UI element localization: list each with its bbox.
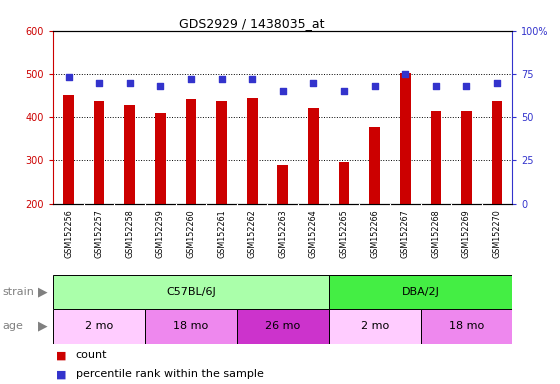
Bar: [421, 309, 512, 344]
Text: GSM152260: GSM152260: [186, 209, 195, 258]
Text: GDS2929 / 1438035_at: GDS2929 / 1438035_at: [179, 17, 325, 30]
Text: GSM152256: GSM152256: [64, 209, 73, 258]
Bar: [155, 113, 166, 204]
Bar: [339, 162, 349, 204]
Text: GSM152262: GSM152262: [248, 209, 256, 258]
Text: 2 mo: 2 mo: [85, 321, 113, 331]
Bar: [400, 73, 410, 204]
Point: [217, 76, 226, 82]
Point: [186, 76, 195, 82]
Text: 2 mo: 2 mo: [361, 321, 389, 331]
Point: [248, 76, 256, 82]
Text: count: count: [76, 350, 107, 360]
Bar: [431, 111, 441, 204]
Bar: [369, 127, 380, 204]
Point: [462, 83, 471, 89]
Text: GSM152265: GSM152265: [339, 209, 348, 258]
Bar: [63, 94, 74, 204]
Text: GSM152263: GSM152263: [278, 209, 287, 258]
Point: [309, 79, 318, 86]
Text: GSM152264: GSM152264: [309, 209, 318, 258]
Text: GSM152269: GSM152269: [462, 209, 471, 258]
Text: GSM152270: GSM152270: [493, 209, 502, 258]
Text: GSM152266: GSM152266: [370, 209, 379, 258]
Text: 18 mo: 18 mo: [174, 321, 208, 331]
Bar: [277, 165, 288, 204]
Bar: [185, 99, 197, 204]
Text: ■: ■: [56, 350, 67, 360]
Text: 26 mo: 26 mo: [265, 321, 300, 331]
Point: [431, 83, 440, 89]
Text: GSM152261: GSM152261: [217, 209, 226, 258]
Text: GSM152268: GSM152268: [431, 209, 440, 258]
Text: ▶: ▶: [38, 320, 48, 333]
Bar: [492, 101, 502, 204]
Point: [125, 79, 134, 86]
Bar: [145, 309, 237, 344]
Text: ■: ■: [56, 369, 67, 379]
Bar: [329, 275, 512, 309]
Text: DBA/2J: DBA/2J: [402, 287, 440, 297]
Bar: [247, 98, 258, 204]
Text: GSM152267: GSM152267: [401, 209, 410, 258]
Bar: [216, 101, 227, 204]
Bar: [461, 111, 472, 204]
Bar: [237, 309, 329, 344]
Bar: [53, 275, 329, 309]
Point: [156, 83, 165, 89]
Text: strain: strain: [3, 287, 35, 297]
Bar: [124, 105, 135, 204]
Point: [370, 83, 379, 89]
Text: ▶: ▶: [38, 285, 48, 298]
Point: [493, 79, 502, 86]
Text: age: age: [3, 321, 24, 331]
Bar: [308, 108, 319, 204]
Bar: [94, 101, 105, 204]
Text: GSM152258: GSM152258: [125, 209, 134, 258]
Bar: [53, 309, 145, 344]
Point: [339, 88, 348, 94]
Point: [95, 79, 104, 86]
Point: [278, 88, 287, 94]
Point: [64, 74, 73, 81]
Text: 18 mo: 18 mo: [449, 321, 484, 331]
Text: GSM152259: GSM152259: [156, 209, 165, 258]
Point: [401, 71, 410, 77]
Bar: [329, 309, 421, 344]
Text: C57BL/6J: C57BL/6J: [166, 287, 216, 297]
Text: percentile rank within the sample: percentile rank within the sample: [76, 369, 263, 379]
Text: GSM152257: GSM152257: [95, 209, 104, 258]
